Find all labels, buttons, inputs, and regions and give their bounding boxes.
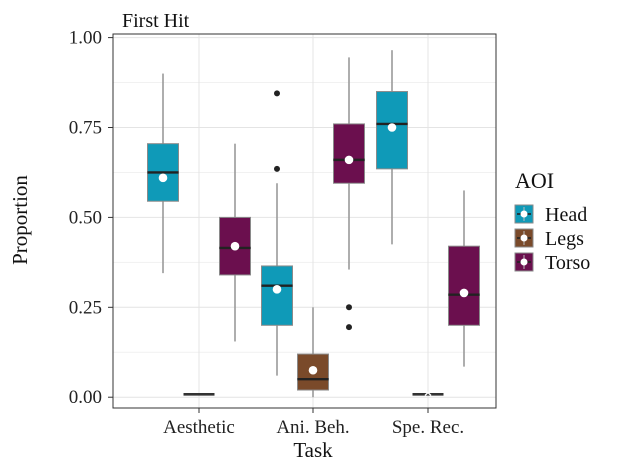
mean-marker: [272, 285, 282, 294]
box-body: [261, 265, 293, 326]
mean-marker: [424, 391, 432, 396]
outlier-point: [346, 304, 352, 311]
outlier-point: [346, 324, 352, 331]
legend-item-legs: Legs: [514, 228, 584, 250]
y-axis: 0.00 0.25 0.50 0.75 1.00: [69, 28, 113, 408]
x-axis-title: Task: [293, 438, 333, 460]
series-head: [147, 50, 408, 376]
plot-grid: [113, 34, 496, 408]
mean-marker: [387, 123, 397, 132]
mean-marker: [308, 365, 318, 375]
legend-label: Torso: [545, 252, 590, 274]
x-axis: Aesthetic Ani. Beh. Spe. Rec.: [163, 408, 464, 438]
mean-marker: [344, 155, 354, 165]
box-body: [333, 123, 365, 184]
mean-marker: [230, 241, 240, 251]
series-torso: [219, 57, 480, 367]
legend-label: Legs: [545, 228, 584, 250]
outlier-point: [274, 90, 280, 97]
y-tick-label: 0.00: [69, 387, 102, 408]
box-body: [448, 245, 480, 326]
legend-key-mean: [520, 210, 528, 218]
legend-item-head: Head: [514, 204, 587, 226]
mean-marker: [459, 288, 469, 298]
legend-key-mean: [520, 258, 528, 266]
y-tick-label: 1.00: [69, 28, 102, 49]
chart-title: First Hit: [122, 10, 190, 32]
mean-marker: [158, 173, 168, 183]
y-tick-label: 0.75: [69, 118, 102, 139]
outlier-point: [274, 165, 280, 172]
plot-panel-border: [112, 33, 497, 409]
y-tick-label: 0.50: [69, 207, 102, 228]
y-tick-label: 0.25: [69, 297, 102, 318]
x-tick-label: Spe. Rec.: [392, 417, 464, 438]
box-series-group: [147, 50, 480, 398]
legend-label: Head: [545, 204, 587, 226]
y-axis-title: Proportion: [8, 175, 32, 265]
series-legs: [183, 307, 444, 398]
legend-key-mean: [520, 234, 528, 242]
legend-title: AOI: [515, 168, 554, 193]
legend-item-torso: Torso: [514, 252, 590, 274]
x-tick-label: Aesthetic: [163, 417, 235, 438]
x-tick-label: Ani. Beh.: [276, 417, 349, 438]
